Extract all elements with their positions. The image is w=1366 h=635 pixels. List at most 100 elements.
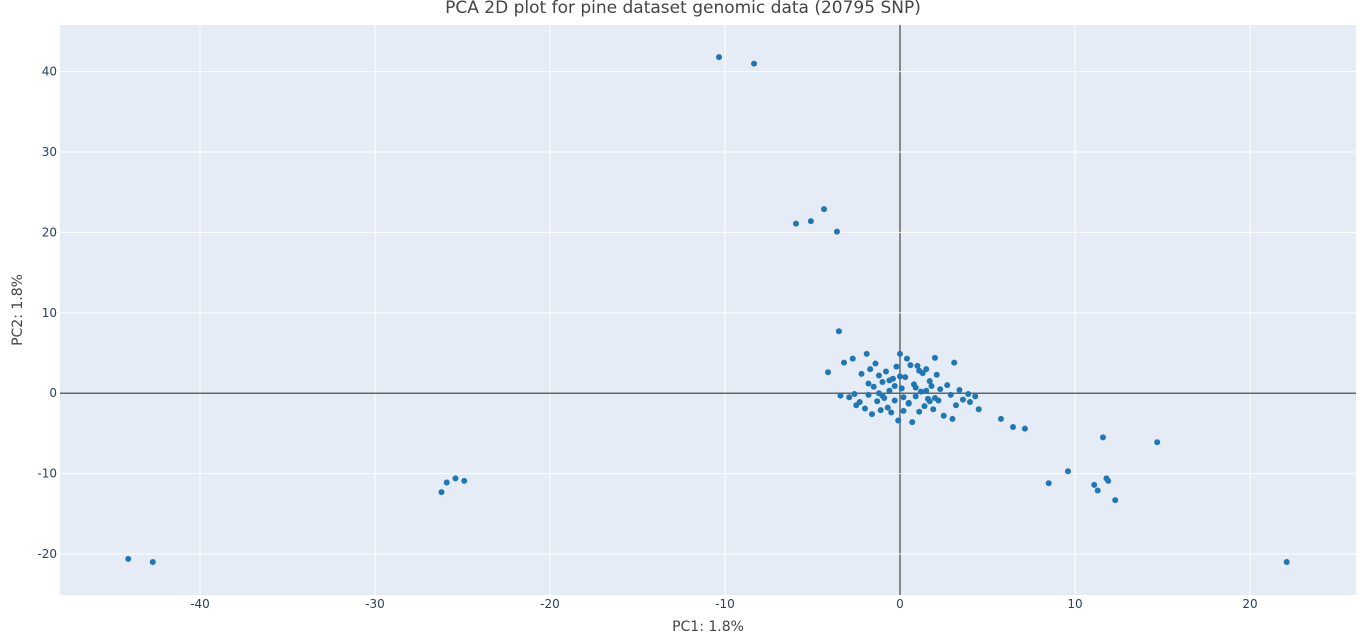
point — [917, 388, 924, 395]
y-tick-label: 40 — [42, 65, 57, 79]
x-tick-label: 20 — [1242, 597, 1257, 611]
point — [900, 394, 907, 401]
y-tick-label: 20 — [42, 225, 57, 239]
point — [895, 417, 902, 424]
point — [896, 350, 903, 357]
point — [875, 372, 882, 379]
point — [931, 395, 938, 402]
point — [912, 393, 919, 400]
point — [916, 367, 923, 374]
point — [1021, 425, 1028, 432]
point — [891, 397, 898, 404]
point — [944, 382, 951, 389]
point — [872, 360, 879, 367]
point — [952, 402, 959, 409]
point — [867, 366, 874, 373]
point — [886, 387, 893, 394]
point — [825, 369, 832, 376]
point — [882, 368, 889, 375]
point — [751, 60, 758, 67]
point — [877, 407, 884, 414]
x-axis-title: PC1: 1.8% — [672, 619, 744, 635]
point — [856, 399, 863, 406]
point — [851, 391, 858, 398]
point — [125, 555, 132, 562]
point — [928, 382, 935, 389]
point — [149, 559, 156, 566]
point — [1091, 481, 1098, 488]
point — [1105, 477, 1112, 484]
point — [997, 415, 1004, 422]
point — [868, 411, 875, 418]
point — [902, 374, 909, 381]
plot-area — [60, 25, 1356, 595]
point — [947, 391, 954, 398]
point — [965, 391, 972, 398]
x-tick-label: 10 — [1067, 597, 1082, 611]
x-tick-label: 0 — [896, 597, 904, 611]
point — [930, 406, 937, 413]
point — [916, 408, 923, 415]
point — [891, 382, 898, 389]
point — [1099, 434, 1106, 441]
point — [933, 371, 940, 378]
point — [909, 419, 916, 426]
point — [438, 489, 445, 496]
point — [443, 479, 450, 486]
point — [807, 218, 814, 225]
point — [923, 387, 930, 394]
point — [972, 393, 979, 400]
point — [1283, 559, 1290, 566]
point — [921, 403, 928, 410]
point — [1154, 439, 1161, 446]
point — [865, 380, 872, 387]
point — [452, 475, 459, 482]
point — [896, 373, 903, 380]
point — [849, 355, 856, 362]
point — [940, 412, 947, 419]
y-tick-label: 30 — [42, 145, 57, 159]
point — [863, 350, 870, 357]
point — [870, 383, 877, 390]
point — [937, 386, 944, 393]
x-tick-label: -30 — [365, 597, 385, 611]
point — [1064, 468, 1071, 475]
point — [865, 391, 872, 398]
point — [931, 354, 938, 361]
point — [923, 366, 930, 373]
x-tick-label: -10 — [715, 597, 735, 611]
point — [879, 378, 886, 385]
point — [833, 228, 840, 235]
y-axis-title: PC2: 1.8% — [10, 274, 26, 346]
point — [793, 220, 800, 227]
point — [840, 359, 847, 366]
point — [835, 328, 842, 335]
point — [888, 409, 895, 416]
point — [837, 392, 844, 399]
point — [1010, 423, 1017, 430]
point — [884, 404, 891, 411]
point — [874, 398, 881, 405]
point — [716, 54, 723, 61]
point — [1094, 487, 1101, 494]
point — [907, 362, 914, 369]
y-tick-label: -20 — [37, 547, 57, 561]
point — [966, 399, 973, 406]
point — [898, 385, 905, 392]
chart-title: PCA 2D plot for pine dataset genomic dat… — [445, 0, 921, 18]
point — [893, 363, 900, 370]
point — [846, 394, 853, 401]
point — [949, 415, 956, 422]
point — [858, 370, 865, 377]
y-tick-label: -10 — [37, 467, 57, 481]
point — [1112, 497, 1119, 504]
point — [951, 359, 958, 366]
point — [879, 392, 886, 399]
point — [926, 398, 933, 405]
point — [914, 362, 921, 369]
point — [1045, 480, 1052, 487]
point — [975, 406, 982, 413]
x-tick-label: -20 — [540, 597, 560, 611]
point — [861, 405, 868, 412]
